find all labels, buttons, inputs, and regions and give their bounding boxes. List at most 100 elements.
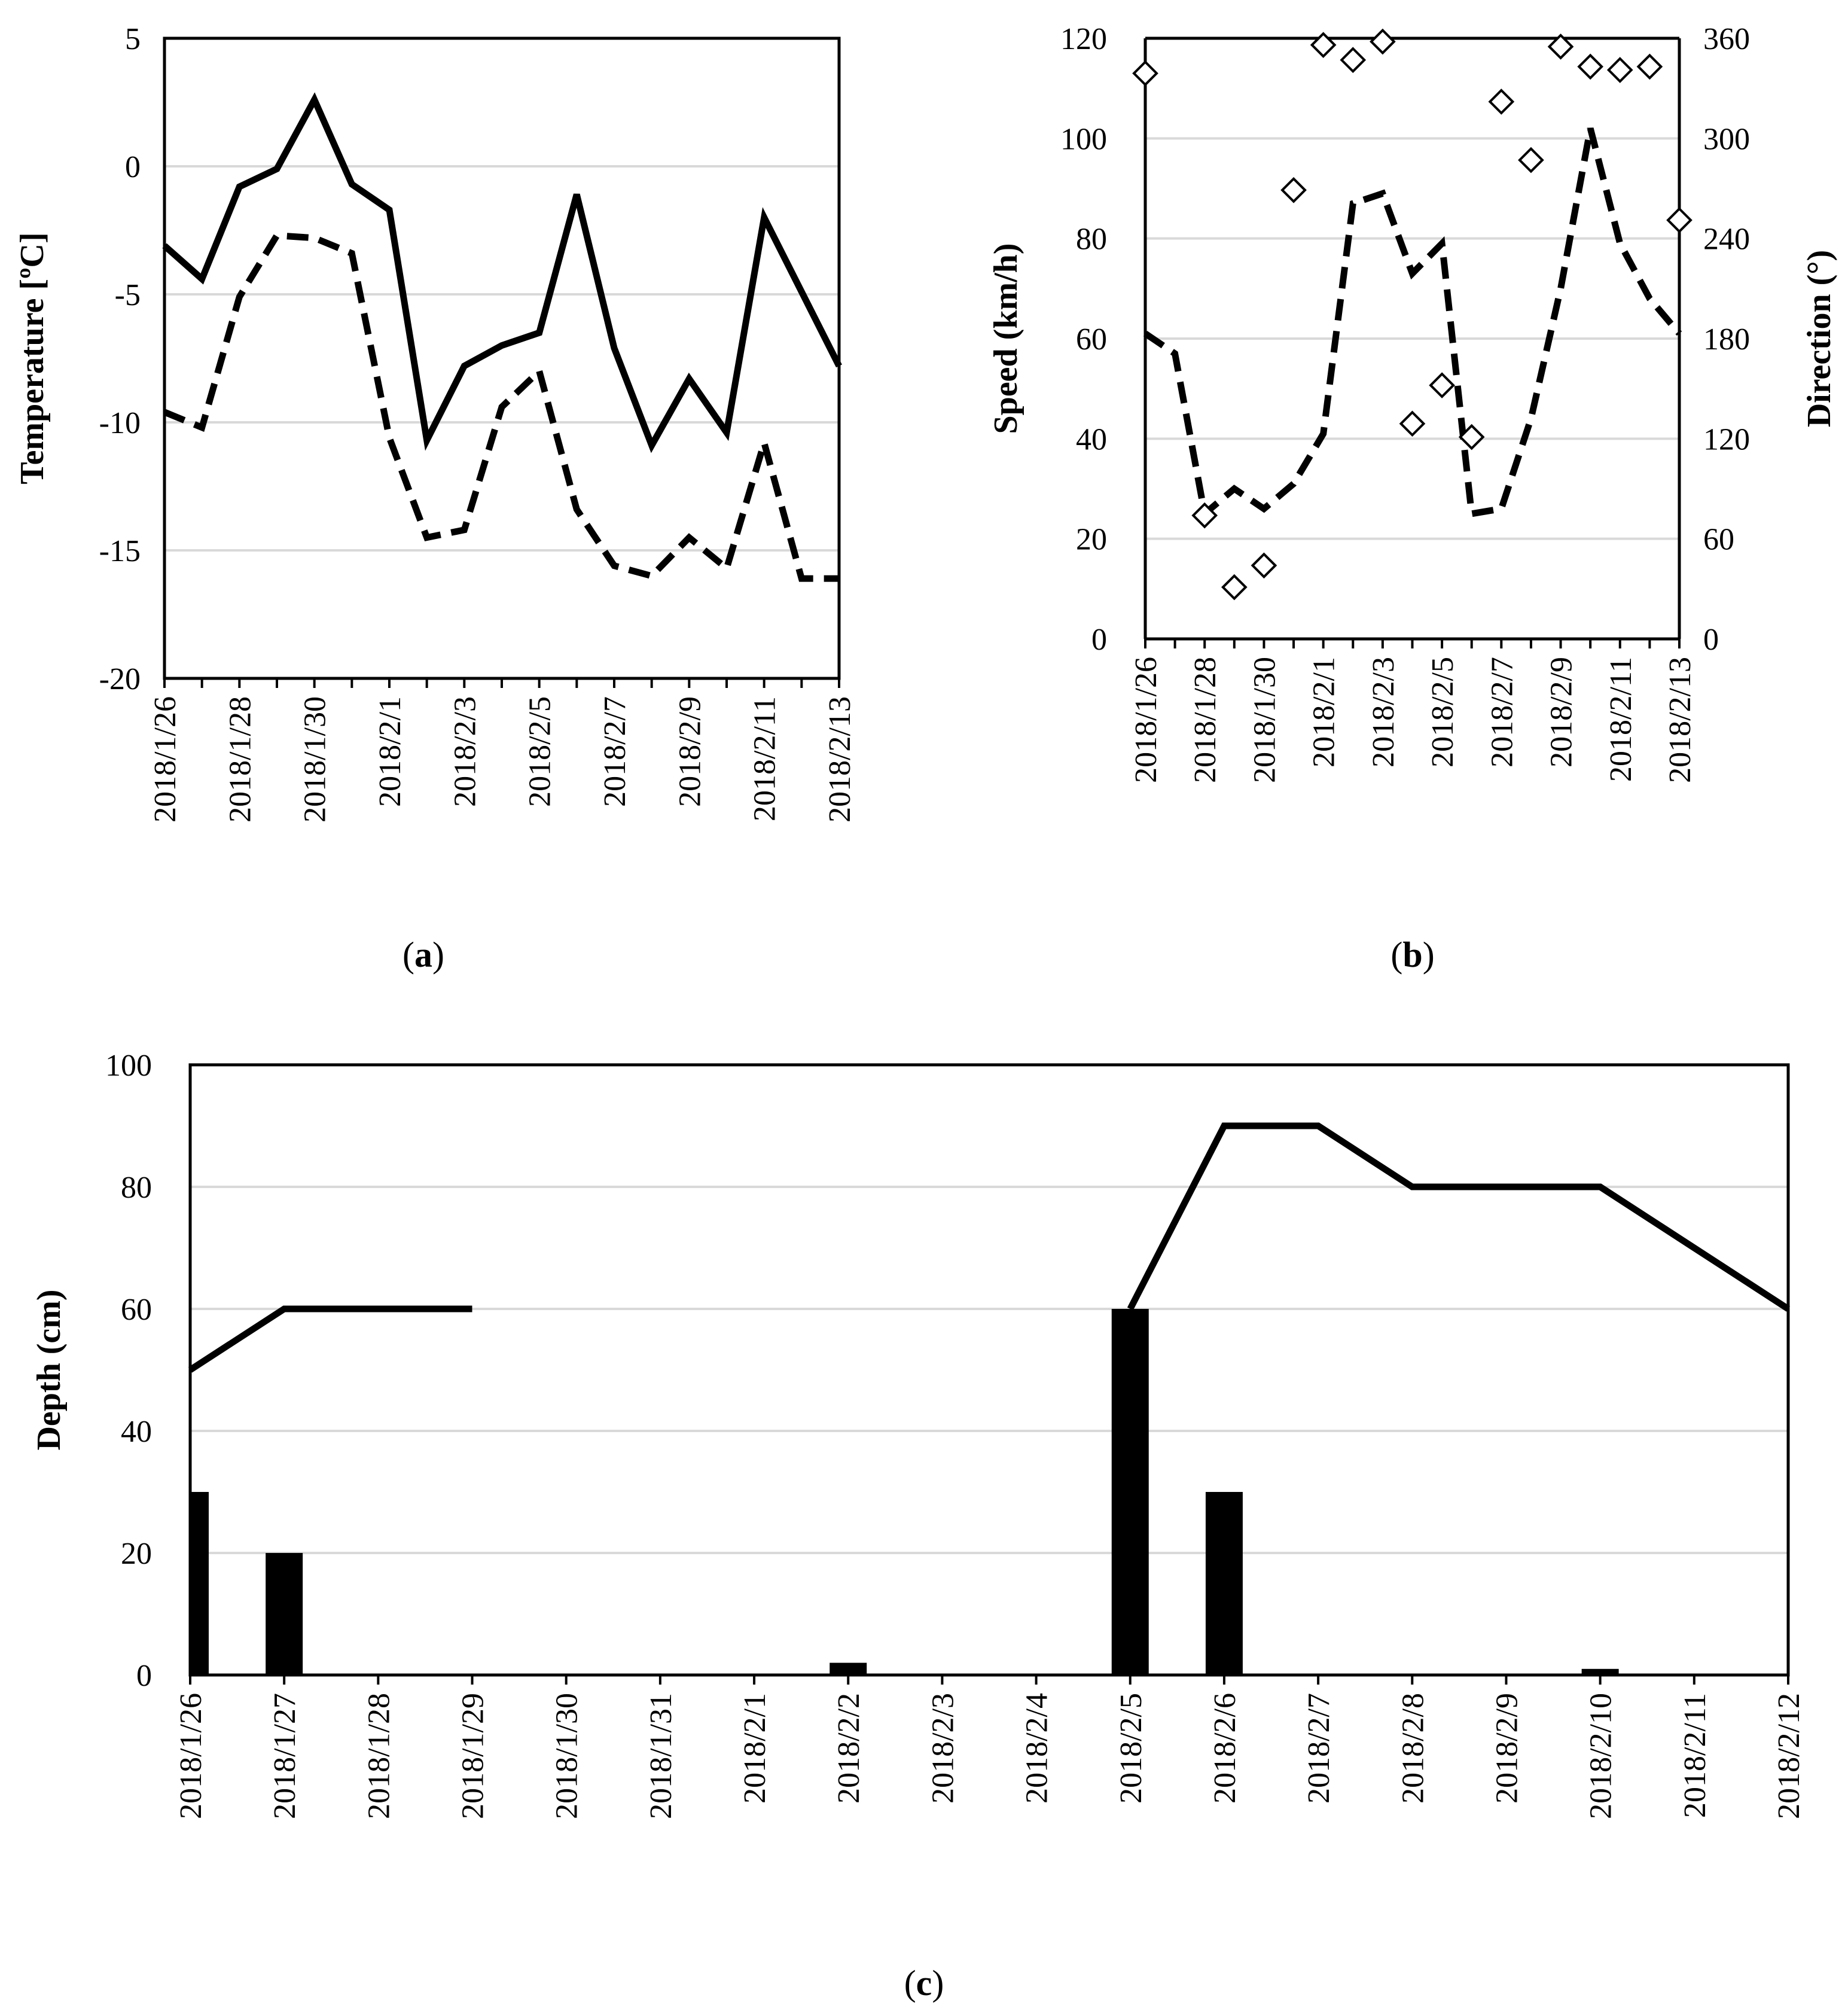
y2-tick-label: 60 [1703,523,1734,557]
y2-tick-label: 240 [1703,223,1750,257]
direction-point [1370,28,1396,55]
plot-frame [188,1063,1790,1677]
depth-bar [1111,1309,1149,1675]
x-tick-label: 2018/2/6 [1208,1693,1242,1804]
y-tick-label: 60 [1076,322,1107,357]
y-axis-title: Speed (km/h) [987,243,1024,434]
x-tick-label: 2018/2/8 [1396,1693,1430,1804]
y-tick-label: -10 [99,406,141,440]
direction-point [1340,47,1367,74]
direction-point [1251,552,1277,579]
y-tick-label: 60 [121,1293,152,1327]
direction-point [1636,53,1663,80]
x-tick-label: 2018/2/3 [1367,657,1401,768]
x-tick-label: 2018/1/28 [223,696,257,823]
direction-point [1310,32,1337,58]
y-tick-label: 80 [121,1171,152,1205]
temperature-dashed-line [163,232,839,582]
x-tick-label: 2018/2/13 [823,696,857,823]
x-tick-label: 2018/1/30 [1248,657,1282,783]
panel-label-c: (c) [904,1963,944,2003]
y-tick-label: 40 [121,1415,152,1449]
panel-letter: c [916,1963,932,2003]
direction-point [1547,34,1574,60]
direction-point [1280,176,1307,203]
direction-point [1191,502,1218,529]
y-tick-label: 120 [1060,22,1107,56]
y-tick-label: 80 [1076,223,1107,257]
x-tick-label: 2018/2/11 [1604,657,1638,782]
x-tick-label: 2018/2/1 [738,1693,772,1804]
y2-tick-label: 180 [1703,322,1750,357]
depth-line [188,1122,1790,1373]
y-tick-label: 20 [1076,523,1107,557]
x-tick-label: 2018/2/4 [1020,1693,1054,1804]
depth-bar [1205,1492,1243,1675]
x-tick-label: 2018/2/9 [1545,657,1579,768]
direction-point [1399,410,1426,437]
x-tick-label: 2018/1/30 [550,1693,584,1819]
chart-panel-b: 120 100 80 60 40 20 0 360 300 240 180 120 60 0 2018/1/… [987,22,1838,974]
y-axis-title: Temperature [ºC] [14,232,51,484]
x-tick-label: 2018/2/5 [523,696,557,807]
x-tick-label: 2018/2/3 [926,1693,960,1804]
y-tick-label: -5 [115,278,141,312]
y-tick-label: 0 [1091,623,1107,657]
y-tick-label: 0 [125,150,141,184]
y-tick-label: 20 [121,1537,152,1571]
direction-point [1132,60,1158,87]
temperature-solid-line [162,92,842,453]
x-tick-label: 2018/2/9 [1490,1693,1524,1804]
x-tick-label: 2018/1/31 [644,1693,678,1819]
direction-point [1429,372,1455,398]
x-tick-label: 2018/2/9 [673,696,707,807]
x-tick-label: 2018/1/27 [268,1693,302,1819]
y2-tick-label: 300 [1703,122,1750,156]
panel-label-a: (a) [402,935,444,974]
direction-point [1606,57,1633,83]
y2-tick-label: 360 [1703,22,1750,56]
speed-dashed-line [1143,127,1682,520]
y-tick-label: 5 [125,22,141,56]
x-tick-label: 2018/2/12 [1772,1693,1806,1819]
depth-bar [190,1492,209,1675]
y-tick-label: 100 [105,1049,152,1083]
y-tick-label: 40 [1076,422,1107,456]
panel-letter: a [414,935,432,974]
x-tick-label: 2018/1/26 [174,1693,208,1819]
x-tick-label: 2018/1/28 [362,1693,396,1819]
y-tick-label: 0 [136,1659,152,1693]
y-tick-label: -20 [99,662,141,696]
panel-letter: b [1402,935,1422,974]
direction-point [1518,147,1544,173]
x-tick-label: 2018/2/7 [598,696,632,807]
x-tick-label: 2018/2/3 [448,696,482,807]
direction-point [1458,424,1485,450]
x-tick-label: 2018/2/1 [373,696,407,807]
x-tick-label: 2018/2/11 [1678,1693,1712,1818]
direction-point [1488,89,1515,115]
chart-panel-c: 100 80 60 40 20 0 2018/1/26 2018/1/27 2018/1/28 2… [31,1049,1806,2003]
y2-tick-label: 120 [1703,422,1750,456]
x-tick-label: 2018/2/5 [1426,657,1460,768]
y-tick-label: 100 [1060,122,1107,156]
x-tick-label: 2018/1/29 [456,1693,490,1819]
x-tick-label: 2018/2/1 [1307,657,1341,768]
x-tick-label: 2018/2/10 [1584,1693,1618,1819]
depth-bar [266,1553,303,1675]
y2-tick-label: 0 [1703,623,1719,657]
panel-label-b: (b) [1390,935,1434,974]
x-tick-label: 2018/1/26 [148,696,182,823]
x-tick-label: 2018/2/13 [1663,657,1697,783]
y-tick-label: -15 [99,534,141,568]
direction-point [1577,53,1603,80]
x-tick-label: 2018/2/7 [1485,657,1519,768]
x-tick-label: 2018/1/30 [298,696,333,823]
y2-axis-title: Direction (°) [1801,250,1838,428]
x-tick-label: 2018/1/26 [1129,657,1163,783]
direction-point [1221,574,1248,601]
direction-point [1666,207,1693,233]
x-tick-label: 2018/2/11 [748,696,782,821]
